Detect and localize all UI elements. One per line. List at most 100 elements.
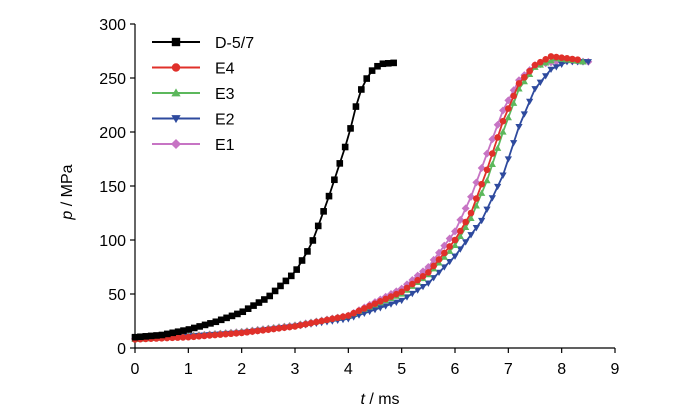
data-point	[307, 319, 315, 327]
data-point	[217, 316, 225, 324]
data-point	[462, 223, 470, 231]
data-point	[142, 333, 150, 340]
data-point	[217, 331, 224, 338]
data-point	[505, 105, 512, 112]
data-point	[238, 329, 245, 337]
data-point	[201, 321, 209, 329]
data-point	[456, 232, 464, 240]
series-layer	[131, 53, 593, 343]
data-point	[558, 54, 565, 61]
data-point	[261, 296, 268, 303]
data-point	[477, 164, 486, 172]
data-point	[382, 295, 389, 303]
data-point	[478, 189, 486, 196]
data-point	[158, 331, 166, 339]
data-point	[233, 330, 240, 337]
data-point	[504, 113, 512, 121]
x-tick-label: 7	[504, 361, 513, 378]
data-point	[467, 192, 475, 201]
x-tick-label: 5	[397, 361, 406, 378]
data-point	[536, 79, 544, 86]
data-point	[297, 322, 304, 329]
data-point	[531, 86, 539, 93]
data-point	[320, 208, 327, 215]
data-point	[451, 227, 459, 236]
data-point	[473, 195, 480, 202]
data-point	[244, 305, 252, 312]
data-point	[239, 308, 247, 316]
data-point	[164, 330, 171, 338]
data-point	[185, 326, 193, 333]
data-point	[472, 202, 480, 209]
data-point	[520, 77, 528, 85]
data-point	[483, 206, 491, 213]
data-point	[446, 247, 454, 254]
data-point	[462, 218, 469, 226]
y-tick-label: 50	[108, 287, 126, 304]
data-point	[547, 57, 555, 64]
x-tick-label: 1	[184, 361, 193, 378]
data-point	[323, 316, 331, 324]
data-point	[457, 227, 464, 235]
data-point	[334, 314, 341, 322]
data-point	[445, 234, 454, 243]
data-point	[483, 176, 491, 184]
data-point	[190, 333, 197, 341]
data-point	[270, 325, 277, 333]
data-point	[336, 160, 344, 167]
data-point	[488, 160, 496, 168]
data-point	[569, 55, 576, 63]
legend-item: E2	[152, 112, 235, 129]
data-point	[313, 318, 320, 326]
y-axis-title: p / MPa	[59, 164, 76, 220]
data-point	[234, 310, 241, 318]
data-point	[419, 267, 427, 276]
data-point	[190, 324, 198, 332]
data-point	[169, 334, 176, 342]
data-point	[425, 269, 432, 276]
data-point	[250, 302, 257, 309]
data-point	[440, 253, 448, 260]
data-point	[212, 318, 220, 326]
data-point	[287, 272, 295, 280]
data-point	[147, 332, 155, 340]
data-point	[429, 255, 438, 264]
data-point	[531, 61, 539, 69]
y-axis-variable: p	[59, 211, 76, 221]
series-e4	[131, 53, 581, 343]
data-point	[341, 143, 349, 151]
data-point	[355, 307, 363, 315]
data-point	[345, 312, 352, 319]
data-point	[483, 166, 491, 174]
data-point	[520, 111, 528, 118]
data-point	[558, 61, 566, 68]
x-tick-label: 2	[237, 361, 246, 378]
data-point	[510, 92, 517, 100]
data-point	[206, 332, 213, 339]
data-point	[398, 297, 406, 305]
data-point	[510, 99, 518, 106]
x-axis-unit: / ms	[365, 391, 400, 408]
legend-label: E1	[215, 137, 235, 154]
data-point	[493, 120, 502, 129]
legend-marker	[171, 115, 181, 124]
data-point	[153, 332, 160, 339]
data-point	[384, 60, 392, 67]
legend-item: E1	[152, 137, 235, 154]
data-point	[515, 123, 523, 131]
data-point	[390, 59, 397, 67]
data-point	[331, 176, 338, 184]
data-point	[553, 53, 560, 61]
legend-label: E3	[215, 86, 235, 103]
data-point	[371, 307, 379, 314]
legend-label: E2	[215, 112, 235, 129]
data-point	[504, 156, 512, 163]
data-point	[456, 215, 465, 224]
data-point	[510, 140, 518, 147]
data-point	[398, 288, 405, 296]
data-point	[435, 256, 443, 263]
data-point	[430, 262, 437, 270]
data-point	[282, 277, 290, 285]
data-point	[179, 334, 187, 341]
